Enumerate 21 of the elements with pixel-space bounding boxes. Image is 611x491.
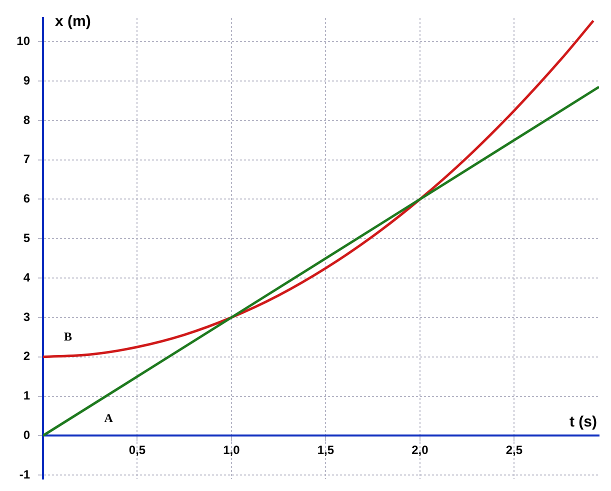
x-tick-label: 0,5	[128, 443, 146, 458]
y-tick-label: 6	[23, 192, 30, 206]
x-tick-label: 2,5	[506, 443, 523, 458]
y-tick-label: 2	[23, 349, 30, 364]
x-tick-label: 2,0	[412, 443, 429, 458]
x-axis-title: t (s)	[570, 413, 597, 430]
y-tick-label: 5	[23, 230, 30, 245]
x-tick-label: 1,0	[223, 443, 240, 458]
y-tick-label: 10	[16, 34, 30, 48]
y-tick-label: 9	[23, 73, 30, 88]
y-tick-label: 0	[23, 428, 30, 442]
y-axis-title: x (m)	[55, 13, 91, 30]
y-tick-label: 1	[23, 388, 30, 403]
y-tick-label: -1	[19, 467, 30, 482]
y-tick-label: 8	[23, 112, 30, 127]
y-tick-label: 3	[23, 310, 30, 324]
y-tick-label: 7	[23, 152, 30, 166]
y-tick-label: 4	[23, 270, 30, 284]
series-label: A	[104, 410, 114, 425]
series-label: B	[64, 329, 72, 344]
x-tick-label: 1,5	[317, 443, 334, 458]
